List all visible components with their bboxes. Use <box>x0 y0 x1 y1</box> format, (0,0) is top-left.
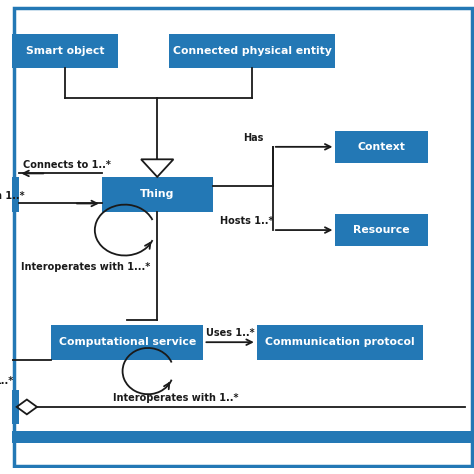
Text: Communication protocol: Communication protocol <box>265 337 415 347</box>
Text: Interoperates with 1...*: Interoperates with 1...* <box>21 263 150 273</box>
FancyBboxPatch shape <box>11 34 118 68</box>
Text: Context: Context <box>357 142 405 152</box>
FancyBboxPatch shape <box>0 177 18 211</box>
Text: Hosts 1..*: Hosts 1..* <box>219 216 273 227</box>
FancyBboxPatch shape <box>51 325 203 360</box>
Text: Resource: Resource <box>353 225 410 235</box>
Text: 1..*: 1..* <box>0 376 15 386</box>
Text: Smart object: Smart object <box>26 46 104 56</box>
FancyBboxPatch shape <box>335 131 428 163</box>
FancyBboxPatch shape <box>14 8 472 466</box>
FancyBboxPatch shape <box>256 325 423 360</box>
FancyBboxPatch shape <box>169 34 335 68</box>
Text: Computational service: Computational service <box>59 337 196 347</box>
FancyBboxPatch shape <box>0 390 18 424</box>
Text: n 1..*: n 1..* <box>0 191 25 201</box>
FancyBboxPatch shape <box>335 214 428 246</box>
Text: Interoperates with 1..*: Interoperates with 1..* <box>113 393 239 403</box>
Polygon shape <box>141 159 173 177</box>
Text: Connected physical entity: Connected physical entity <box>173 46 331 56</box>
FancyBboxPatch shape <box>102 177 213 211</box>
Text: Thing: Thing <box>140 189 174 199</box>
Text: Has: Has <box>243 133 263 143</box>
Text: Uses 1..*: Uses 1..* <box>206 328 255 338</box>
FancyBboxPatch shape <box>0 431 474 443</box>
Text: Connects to 1..*: Connects to 1..* <box>23 160 111 170</box>
